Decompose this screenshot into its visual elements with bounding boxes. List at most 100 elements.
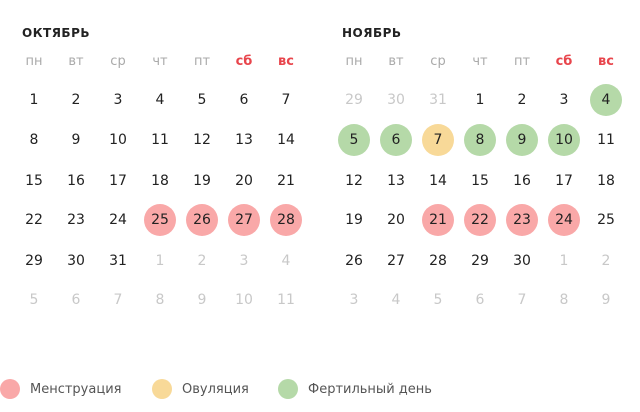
day-cell[interactable]: 11: [597, 132, 615, 148]
day-cell[interactable]: 18: [151, 173, 169, 189]
day-cell[interactable]: 7: [281, 92, 291, 108]
day-cell[interactable]: 11: [151, 132, 169, 148]
day-cell-other-month: 29: [345, 92, 363, 108]
day-cell-other-month: 7: [113, 292, 123, 308]
legend-label: Менструация: [30, 381, 122, 397]
day-cell-menstruation[interactable]: 21: [422, 204, 454, 236]
weekday-header: вт: [68, 54, 84, 69]
day-cell-other-month: 6: [71, 292, 81, 308]
day-cell-other-month: 10: [235, 292, 253, 308]
day-cell[interactable]: 17: [109, 173, 127, 189]
day-cell[interactable]: 29: [25, 253, 43, 269]
weekday-header: сб: [235, 54, 253, 69]
day-cell-other-month: 4: [391, 292, 401, 308]
day-cell[interactable]: 15: [25, 173, 43, 189]
weekday-header: чт: [152, 54, 168, 69]
day-cell-menstruation[interactable]: 28: [270, 204, 302, 236]
legend-label: Фертильный день: [308, 381, 432, 397]
day-cell-fertile[interactable]: 10: [548, 124, 580, 156]
day-cell[interactable]: 31: [109, 253, 127, 269]
day-cell-other-month: 9: [601, 292, 611, 308]
weekday-header: пт: [513, 54, 531, 69]
weekday-header: сб: [555, 54, 573, 69]
day-cell[interactable]: 29: [471, 253, 489, 269]
day-cell-other-month: 1: [155, 253, 165, 269]
day-cell[interactable]: 2: [517, 92, 527, 108]
day-cell-other-month: 4: [281, 253, 291, 269]
day-cell[interactable]: 16: [513, 173, 531, 189]
weekday-header: пн: [25, 54, 43, 69]
day-cell-fertile[interactable]: 5: [338, 124, 370, 156]
day-cell[interactable]: 17: [555, 173, 573, 189]
day-cell-fertile[interactable]: 8: [464, 124, 496, 156]
day-cell[interactable]: 13: [387, 173, 405, 189]
weekday-header: пт: [193, 54, 211, 69]
day-cell[interactable]: 28: [429, 253, 447, 269]
day-cell[interactable]: 21: [277, 173, 295, 189]
day-cell[interactable]: 23: [67, 212, 85, 228]
day-cell-menstruation[interactable]: 26: [186, 204, 218, 236]
day-cell[interactable]: 30: [513, 253, 531, 269]
day-cell-other-month: 3: [349, 292, 359, 308]
fertile-dot-icon: [278, 379, 298, 399]
day-cell[interactable]: 14: [429, 173, 447, 189]
day-cell[interactable]: 22: [25, 212, 43, 228]
day-cell-other-month: 5: [433, 292, 443, 308]
day-cell[interactable]: 13: [235, 132, 253, 148]
day-cell[interactable]: 14: [277, 132, 295, 148]
weekday-header: вс: [598, 54, 614, 69]
day-cell[interactable]: 1: [29, 92, 39, 108]
menstruation-dot-icon: [0, 379, 20, 399]
day-cell-other-month: 8: [559, 292, 569, 308]
weekday-header: ср: [430, 54, 446, 69]
day-cell[interactable]: 10: [109, 132, 127, 148]
day-cell-other-month: 7: [517, 292, 527, 308]
day-cell[interactable]: 18: [597, 173, 615, 189]
day-cell[interactable]: 20: [387, 212, 405, 228]
day-cell[interactable]: 26: [345, 253, 363, 269]
day-cell-ovulation[interactable]: 7: [422, 124, 454, 156]
day-cell[interactable]: 27: [387, 253, 405, 269]
day-cell-fertile[interactable]: 4: [590, 84, 622, 116]
day-cell-other-month: 31: [429, 92, 447, 108]
month-title-october: ОКТЯБРЬ: [22, 26, 91, 40]
day-cell-menstruation[interactable]: 22: [464, 204, 496, 236]
weekday-header: пн: [345, 54, 363, 69]
day-cell[interactable]: 19: [345, 212, 363, 228]
day-cell[interactable]: 1: [475, 92, 485, 108]
day-cell[interactable]: 3: [113, 92, 123, 108]
day-cell-fertile[interactable]: 6: [380, 124, 412, 156]
day-cell-menstruation[interactable]: 23: [506, 204, 538, 236]
day-cell-menstruation[interactable]: 24: [548, 204, 580, 236]
legend-item-fertile: Фертильный день: [278, 377, 432, 401]
day-cell[interactable]: 9: [71, 132, 81, 148]
day-cell[interactable]: 25: [597, 212, 615, 228]
day-cell-other-month: 30: [387, 92, 405, 108]
day-cell[interactable]: 3: [559, 92, 569, 108]
day-cell[interactable]: 2: [71, 92, 81, 108]
day-cell[interactable]: 5: [197, 92, 207, 108]
weekday-header: ср: [110, 54, 126, 69]
day-cell-other-month: 8: [155, 292, 165, 308]
day-cell-other-month: 6: [475, 292, 485, 308]
weekday-header: вт: [388, 54, 404, 69]
day-cell-fertile[interactable]: 9: [506, 124, 538, 156]
day-cell[interactable]: 20: [235, 173, 253, 189]
day-cell[interactable]: 12: [345, 173, 363, 189]
day-cell-other-month: 2: [601, 253, 611, 269]
day-cell[interactable]: 12: [193, 132, 211, 148]
day-cell[interactable]: 6: [239, 92, 249, 108]
day-cell-other-month: 3: [239, 253, 249, 269]
day-cell-other-month: 11: [277, 292, 295, 308]
day-cell-menstruation[interactable]: 27: [228, 204, 260, 236]
day-cell[interactable]: 15: [471, 173, 489, 189]
day-cell[interactable]: 4: [155, 92, 165, 108]
day-cell-menstruation[interactable]: 25: [144, 204, 176, 236]
day-cell[interactable]: 19: [193, 173, 211, 189]
month-title-november: НОЯБРЬ: [342, 26, 402, 40]
day-cell[interactable]: 30: [67, 253, 85, 269]
day-cell[interactable]: 8: [29, 132, 39, 148]
day-cell[interactable]: 24: [109, 212, 127, 228]
day-cell-other-month: 1: [559, 253, 569, 269]
day-cell[interactable]: 16: [67, 173, 85, 189]
